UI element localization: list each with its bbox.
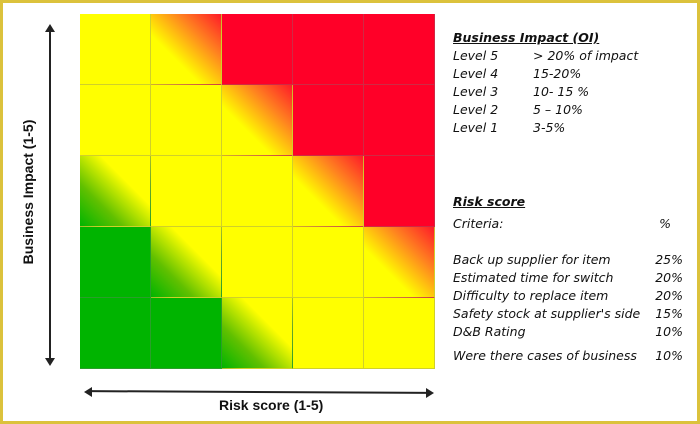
- criteria-name: Were there cases of business: [453, 348, 637, 363]
- matrix-cell-impact2-risk1: [80, 227, 151, 298]
- matrix-cell-impact5-risk1: [80, 14, 151, 85]
- risk-matrix: [80, 14, 435, 369]
- matrix-cell-impact5-risk3: [222, 14, 293, 85]
- impact-level-row: Level 5 > 20% of impact: [453, 48, 693, 66]
- x-axis-arrow: [84, 387, 434, 398]
- criteria-name: Safety stock at supplier's side: [453, 306, 641, 321]
- criteria-row: Difficulty to replace item 20%: [453, 288, 693, 306]
- matrix-cell-impact1-risk3: [222, 298, 293, 369]
- criteria-row: Safety stock at supplier's side 15%: [453, 306, 693, 324]
- matrix-cell-impact5-risk4: [293, 14, 364, 85]
- criteria-weight: 20%: [655, 288, 683, 303]
- matrix-cell-impact3-risk4: [293, 156, 364, 227]
- matrix-cell-impact1-risk2: [151, 298, 222, 369]
- criteria-row: Back up supplier for item 25%: [453, 252, 693, 270]
- matrix-cell-impact1-risk1: [80, 298, 151, 369]
- level-value: 5 – 10%: [533, 102, 583, 117]
- criteria-list: Back up supplier for item 25% Estimated ti…: [453, 252, 693, 366]
- legend-panel: Business Impact (OI) Level 5 > 20% of imp…: [453, 30, 693, 366]
- matrix-cell-impact2-risk4: [293, 227, 364, 298]
- criteria-name: Estimated time for switch: [453, 270, 614, 285]
- matrix-cell-impact2-risk3: [222, 227, 293, 298]
- level-label: Level 1: [453, 120, 499, 135]
- matrix-cell-impact2-risk5: [364, 227, 435, 298]
- matrix-cell-impact5-risk2: [151, 14, 222, 85]
- impact-levels: Level 5 > 20% of impact Level 4 15-20% Level…: [453, 48, 693, 138]
- criteria-weight: 25%: [655, 252, 683, 267]
- criteria-label: Criteria:: [453, 216, 504, 231]
- impact-level-row: Level 3 10- 15 %: [453, 84, 693, 102]
- x-axis-line: [89, 390, 429, 394]
- matrix-cell-impact4-risk2: [151, 85, 222, 156]
- matrix-cell-impact3-risk1: [80, 156, 151, 227]
- level-label: Level 2: [453, 102, 499, 117]
- arrow-right-icon: [426, 388, 434, 398]
- arrow-down-icon: [45, 358, 55, 366]
- level-value: 3-5%: [533, 120, 566, 135]
- matrix-cell-impact3-risk3: [222, 156, 293, 227]
- business-impact-title: Business Impact (OI): [453, 30, 600, 45]
- matrix-cell-impact4-risk5: [364, 85, 435, 156]
- x-axis-label: Risk score (1-5): [219, 397, 324, 413]
- impact-level-row: Level 4 15-20%: [453, 66, 693, 84]
- matrix-cell-impact2-risk2: [151, 227, 222, 298]
- y-axis-label: Business Impact (1-5): [20, 119, 36, 265]
- impact-level-row: Level 1 3-5%: [453, 120, 693, 138]
- arrow-left-icon: [84, 387, 92, 397]
- criteria-header: Criteria: %: [453, 216, 693, 234]
- level-value: 15-20%: [533, 66, 582, 81]
- criteria-row: Were there cases of business 10%: [453, 348, 693, 366]
- level-label: Level 3: [453, 84, 499, 99]
- matrix-cell-impact4-risk1: [80, 85, 151, 156]
- matrix-cell-impact4-risk3: [222, 85, 293, 156]
- criteria-weight: 20%: [655, 270, 683, 285]
- matrix-cell-impact5-risk5: [364, 14, 435, 85]
- risk-score-title: Risk score: [453, 194, 526, 209]
- matrix-cell-impact1-risk5: [364, 298, 435, 369]
- criteria-weight: 10%: [655, 324, 683, 339]
- criteria-name: Back up supplier for item: [453, 252, 611, 267]
- criteria-name: Difficulty to replace item: [453, 288, 609, 303]
- level-label: Level 5: [453, 48, 499, 63]
- matrix-cell-impact1-risk4: [293, 298, 364, 369]
- matrix-cell-impact3-risk2: [151, 156, 222, 227]
- y-axis-line: [49, 28, 51, 362]
- level-value: 10- 15 %: [533, 84, 590, 99]
- impact-level-row: Level 2 5 – 10%: [453, 102, 693, 120]
- level-value: > 20% of impact: [533, 48, 639, 63]
- percent-label: %: [659, 216, 671, 231]
- criteria-row: Estimated time for switch 20%: [453, 270, 693, 288]
- matrix-cell-impact3-risk5: [364, 156, 435, 227]
- matrix-cell-impact4-risk4: [293, 85, 364, 156]
- level-label: Level 4: [453, 66, 499, 81]
- y-axis-arrow: [45, 24, 55, 366]
- criteria-name: D&B Rating: [453, 324, 526, 339]
- criteria-weight: 10%: [655, 348, 683, 363]
- criteria-weight: 15%: [655, 306, 683, 321]
- criteria-row: D&B Rating 10%: [453, 324, 693, 342]
